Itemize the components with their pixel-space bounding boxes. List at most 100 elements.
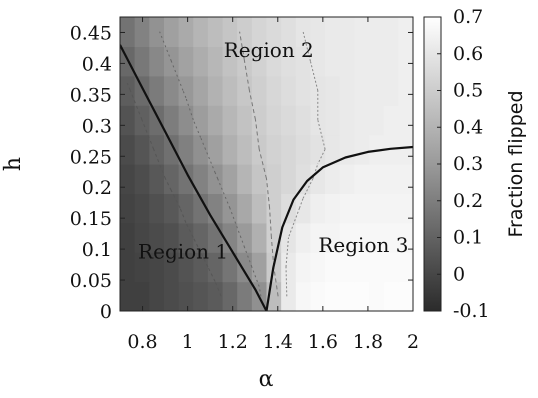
heatmap-cell: [237, 193, 253, 224]
heatmap-cell: [120, 164, 136, 194]
heatmap-cell: [149, 164, 165, 194]
heatmap-cell: [134, 193, 150, 224]
heatmap-cell: [281, 17, 297, 47]
heatmap-cell: [237, 222, 253, 253]
y-tick-label: 0.1: [82, 239, 112, 261]
y-tick-label: 0.05: [70, 270, 112, 292]
heatmap-cell: [281, 134, 297, 165]
heatmap-cell: [251, 105, 268, 136]
region-1-boundary: [120, 44, 268, 311]
heatmap-cell: [237, 281, 253, 311]
heatmap-cell: [266, 17, 282, 47]
heatmap-cell: [193, 281, 209, 311]
heatmap-cell: [207, 281, 224, 311]
heatmap-cell: [134, 281, 150, 311]
heatmap-cell: [383, 252, 399, 283]
heatmap-cell: [222, 105, 238, 136]
y-tick-label: 0.15: [70, 208, 112, 230]
heatmap-cell: [134, 17, 150, 47]
heatmap-cell: [207, 193, 224, 224]
heatmap-cell: [178, 17, 194, 47]
y-tick-label: 0.3: [82, 115, 112, 137]
colorbar-tick-label: 0.3: [453, 153, 483, 175]
heatmap-cell: [369, 193, 385, 224]
heatmap-cell: [383, 75, 399, 106]
x-tick-label: 2: [407, 331, 419, 353]
heatmap-cell: [383, 193, 399, 224]
heatmap-cell: [325, 17, 341, 47]
contour-line: [285, 31, 326, 297]
heatmap-cell: [398, 281, 413, 311]
heatmap-cell: [222, 252, 238, 283]
heatmap-cell: [134, 75, 150, 106]
heatmap-cell: [369, 75, 385, 106]
heatmap-cell: [383, 17, 399, 47]
heatmap-cell: [383, 222, 399, 253]
heatmap-cell: [222, 46, 238, 77]
heatmap-cell: [281, 46, 297, 77]
heatmap-cell: [149, 46, 165, 77]
heatmap-cell: [339, 75, 355, 106]
heatmap-cell: [266, 105, 282, 136]
x-tick-label: 0.8: [127, 331, 157, 353]
colorbar-title: Fraction flipped: [505, 91, 527, 238]
heatmap-cell: [295, 46, 312, 77]
heatmap-cell: [134, 134, 150, 165]
x-tick-label: 1.2: [218, 331, 248, 353]
heatmap-cell: [325, 222, 341, 253]
heatmap-cell: [295, 281, 312, 311]
heatmap-cell: [354, 222, 370, 253]
heatmap-cell: [339, 281, 355, 311]
heatmap-cell: [369, 222, 385, 253]
heatmap-cell: [178, 105, 194, 136]
colorbar-tick-label: 0.4: [453, 116, 483, 138]
y-tick-label: 0.45: [70, 22, 112, 44]
heatmap-cell: [295, 105, 312, 136]
heatmap-cell: [354, 75, 370, 106]
heatmap-cell: [325, 75, 341, 106]
heatmap-cell: [310, 222, 326, 253]
heatmap-cell: [193, 193, 209, 224]
heatmap-cell: [163, 222, 180, 253]
contour-line: [159, 31, 262, 297]
heatmap-cell: [295, 252, 312, 283]
heatmap-cell: [325, 105, 341, 136]
colorbar-tick-label: 0.5: [453, 80, 483, 102]
heatmap-cell: [149, 75, 165, 106]
heatmap-cell: [222, 164, 238, 194]
heatmap-cell: [193, 105, 209, 136]
x-tick-label: 1.8: [353, 331, 383, 353]
heatmap-cell: [310, 252, 326, 283]
region-3-boundary: [265, 145, 413, 311]
heatmap-cell: [120, 193, 136, 224]
heatmap-cell: [354, 17, 370, 47]
heatmap-cell: [339, 17, 355, 47]
heatmap-cell: [383, 105, 399, 136]
heatmap-cell: [237, 164, 253, 194]
heatmap-cell: [149, 105, 165, 136]
colorbar-tick-label: -0.1: [453, 300, 490, 322]
heatmap-cell: [310, 281, 326, 311]
colorbar-tick-label: 0.7: [453, 6, 483, 28]
y-tick-label: 0: [100, 301, 112, 323]
x-tick-label: 1: [182, 331, 194, 353]
heatmap-cell: [134, 46, 150, 77]
heatmap-cell: [120, 134, 136, 165]
y-tick-label: 0.2: [82, 177, 112, 199]
heatmap-cell: [295, 134, 312, 165]
y-tick-label: 0.25: [70, 146, 112, 168]
heatmap-cell: [120, 105, 136, 136]
heatmap-cell: [266, 134, 282, 165]
region-label: Region 2: [224, 38, 314, 62]
heatmap-cell: [163, 252, 180, 283]
heatmap-cell: [281, 75, 297, 106]
heatmap-cell: [149, 17, 165, 47]
heatmap-cell: [163, 164, 180, 194]
heatmap-cell: [120, 17, 136, 47]
heatmap-cell: [383, 281, 399, 311]
heatmap-cell: [295, 75, 312, 106]
heatmap-cell: [266, 164, 282, 194]
heatmap-cell: [222, 281, 238, 311]
heatmap-cell: [237, 134, 253, 165]
heatmap-cell: [251, 46, 268, 77]
